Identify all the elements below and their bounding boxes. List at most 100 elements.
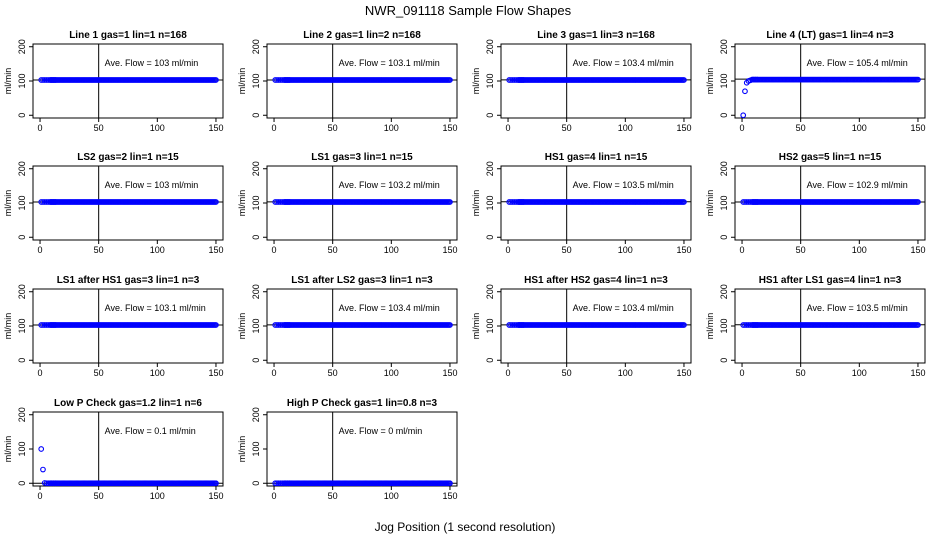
y-tick-label: 200	[17, 284, 27, 299]
average-flow-annotation: Ave. Flow = 103.4 ml/min	[573, 58, 674, 68]
y-axis-label: ml/min	[471, 68, 481, 95]
average-flow-annotation: Ave. Flow = 103.5 ml/min	[807, 303, 908, 313]
x-tick-label: 100	[852, 123, 867, 133]
data-point	[740, 322, 747, 328]
data-point	[40, 322, 46, 328]
data-point	[38, 77, 45, 83]
x-tick-label: 100	[384, 123, 399, 133]
x-tick-label: 100	[150, 245, 165, 255]
y-axis-label: ml/min	[237, 190, 247, 217]
data-point	[743, 199, 750, 205]
x-tick-label: 100	[852, 368, 867, 378]
data-point	[272, 480, 279, 487]
x-tick-label: 150	[676, 123, 691, 133]
y-tick-label: 0	[719, 113, 729, 118]
y-tick-label: 200	[719, 39, 729, 54]
data-point	[506, 77, 513, 83]
x-tick-label: 100	[618, 245, 633, 255]
y-tick-label: 0	[17, 113, 27, 118]
x-tick-label: 100	[150, 491, 165, 501]
x-tick-label: 50	[562, 123, 572, 133]
panel-1: Line 1 gas=1 lin=1 n=168 ml/min 0 50 100 150 0…	[3, 30, 224, 133]
data-point	[274, 480, 280, 487]
x-tick-label: 50	[328, 491, 338, 501]
panel-13: Low P Check gas=1.2 lin=1 n=6 ml/min 0 50 10…	[3, 398, 224, 501]
data-point	[38, 446, 45, 452]
data-point	[681, 322, 687, 328]
y-axis-label: ml/min	[705, 313, 715, 340]
x-tick-label: 150	[910, 245, 925, 255]
panel-title: LS1 after HS1 gas=3 lin=1 n=3	[57, 275, 200, 286]
x-tick-label: 0	[272, 123, 277, 133]
panel-title: HS1 after LS1 gas=4 lin=1 n=3	[759, 275, 902, 286]
x-tick-label: 0	[506, 245, 511, 255]
x-tick-label: 100	[384, 491, 399, 501]
panel-title: HS1 gas=4 lin=1 n=15	[545, 152, 648, 163]
data-point	[272, 322, 279, 328]
x-tick-label: 0	[38, 245, 43, 255]
y-tick-label: 100	[251, 73, 261, 88]
x-tick-label: 50	[328, 368, 338, 378]
average-flow-annotation: Ave. Flow = 105.4 ml/min	[807, 58, 908, 68]
y-tick-label: 200	[17, 39, 27, 54]
data-point	[740, 199, 747, 205]
data-point	[681, 199, 687, 205]
average-flow-annotation: Ave. Flow = 103 ml/min	[105, 58, 199, 68]
data-point	[742, 199, 748, 205]
panel-title: Line 2 gas=1 lin=2 n=168	[303, 30, 421, 41]
data-point	[915, 322, 921, 328]
panel-2: Line 2 gas=1 lin=2 n=168 ml/min 0 50 100 150 0…	[237, 30, 458, 133]
y-axis-label: ml/min	[3, 313, 13, 340]
panel-5: LS2 gas=2 lin=1 n=15 ml/min 0 50 100 150 0 100 2…	[3, 152, 224, 255]
y-tick-label: 200	[251, 161, 261, 176]
panel-9: LS1 after HS1 gas=3 lin=1 n=3 ml/min 0 50 10…	[3, 275, 224, 378]
y-axis-label: ml/min	[237, 68, 247, 95]
data-point	[275, 322, 282, 328]
y-tick-label: 100	[251, 441, 261, 456]
panel-title: LS1 after LS2 gas=3 lin=1 n=3	[291, 275, 433, 286]
data-point	[447, 322, 453, 328]
panel-title: High P Check gas=1 lin=0.8 n=3	[287, 398, 438, 409]
x-tick-label: 100	[150, 123, 165, 133]
x-tick-label: 50	[94, 491, 104, 501]
x-tick-label: 150	[910, 123, 925, 133]
plot-frame	[32, 411, 224, 487]
average-flow-annotation: Ave. Flow = 102.9 ml/min	[807, 180, 908, 190]
average-flow-annotation: Ave. Flow = 103.5 ml/min	[573, 180, 674, 190]
data-point	[213, 199, 219, 205]
panel-7: HS1 gas=4 lin=1 n=15 ml/min 0 50 100 150 0 100 2…	[471, 152, 692, 255]
x-tick-label: 0	[740, 123, 745, 133]
average-flow-annotation: Ave. Flow = 0.1 ml/min	[105, 426, 196, 436]
figure-title: NWR_091118 Sample Flow Shapes	[365, 3, 572, 18]
data-point	[447, 77, 453, 83]
average-flow-annotation: Ave. Flow = 103.4 ml/min	[339, 303, 440, 313]
data-point	[506, 322, 513, 328]
data-point	[915, 199, 921, 205]
y-axis-label: ml/min	[471, 190, 481, 217]
panel-title: HS1 after HS2 gas=4 lin=1 n=3	[524, 275, 668, 286]
panel-12: HS1 after LS1 gas=4 lin=1 n=3 ml/min 0 50 10…	[705, 275, 926, 378]
data-point	[447, 480, 453, 487]
x-tick-label: 0	[740, 368, 745, 378]
data-point	[40, 77, 46, 83]
panel-11: HS1 after HS2 gas=4 lin=1 n=3 ml/min 0 50 10…	[471, 275, 692, 378]
x-tick-label: 0	[38, 491, 43, 501]
x-tick-label: 150	[676, 245, 691, 255]
y-tick-label: 0	[485, 358, 495, 363]
panel-title: LS2 gas=2 lin=1 n=15	[77, 152, 179, 163]
y-tick-label: 100	[485, 73, 495, 88]
data-point	[275, 77, 282, 83]
data-point	[915, 76, 921, 83]
data-point	[213, 480, 219, 487]
data-point	[275, 199, 282, 205]
y-tick-label: 0	[719, 235, 729, 240]
y-tick-label: 100	[485, 195, 495, 210]
x-tick-label: 100	[384, 368, 399, 378]
y-axis-label: ml/min	[471, 313, 481, 340]
y-tick-label: 200	[719, 284, 729, 299]
y-tick-label: 200	[17, 407, 27, 422]
plot-frame	[266, 411, 458, 487]
y-tick-label: 100	[17, 441, 27, 456]
data-point	[274, 322, 280, 328]
